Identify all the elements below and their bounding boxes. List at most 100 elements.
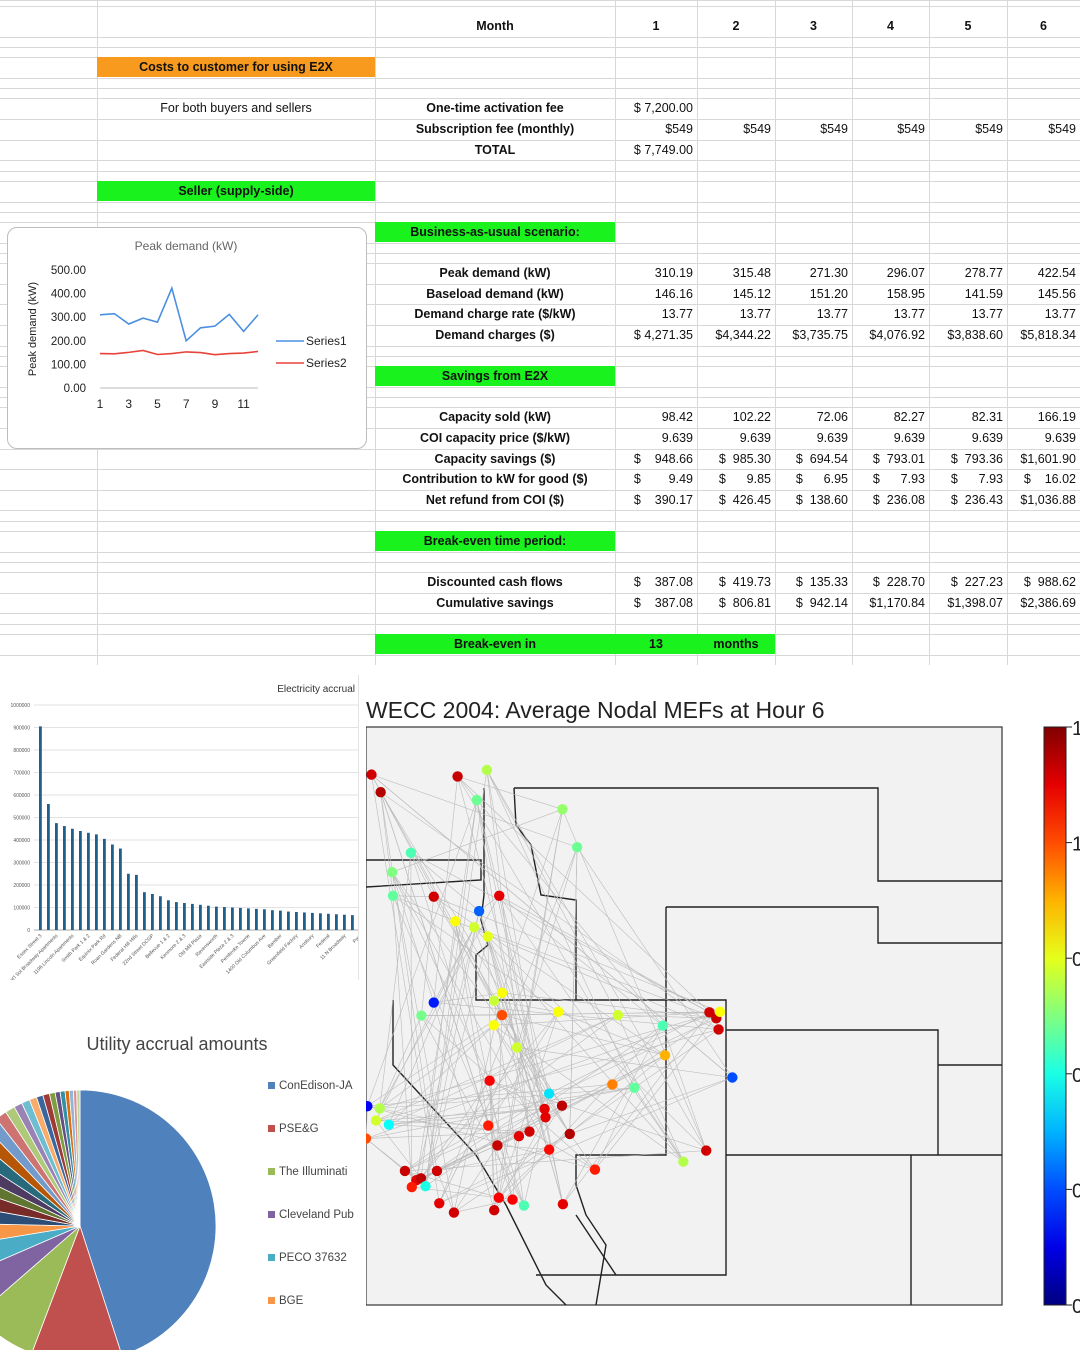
pie-slice	[0, 1225, 81, 1297]
node-point	[496, 987, 508, 999]
node-point	[468, 922, 480, 933]
node-point	[488, 1020, 499, 1031]
bar	[183, 903, 186, 930]
node-point	[366, 1100, 373, 1112]
bau-title-fill	[375, 222, 615, 242]
transmission-link	[375, 1120, 422, 1179]
transmission-link	[518, 1093, 550, 1137]
node-point	[659, 1050, 671, 1061]
transmission-link	[392, 895, 413, 1188]
value-cell: 145.56	[1037, 287, 1076, 301]
seller-title-fill	[97, 181, 375, 201]
month-col-header: 2	[732, 19, 740, 33]
transmission-link	[391, 872, 550, 1150]
legend-label: Cleveland Pub	[279, 1209, 354, 1221]
node-point	[489, 1205, 500, 1216]
transmission-link	[576, 847, 733, 1078]
value-cell: 13.77	[661, 307, 693, 321]
y-tick-label: 600000	[13, 793, 30, 799]
gridline-h	[0, 212, 1080, 213]
state-border	[513, 787, 577, 1000]
gridline-h	[0, 387, 1080, 388]
legend-swatch	[268, 1211, 275, 1218]
x-tick-label: Park	[352, 933, 358, 945]
series-line-Series1	[99, 285, 259, 343]
value-cell: $ 6.95	[795, 472, 848, 486]
transmission-link	[594, 1011, 721, 1170]
gridline-v	[697, 0, 698, 665]
gridline-h	[0, 181, 1080, 182]
value-cell: $4,344.22	[715, 328, 771, 342]
value-cell: 296.07	[886, 266, 925, 280]
value-cell: 13.77	[1044, 307, 1076, 321]
node-point	[431, 1165, 443, 1177]
node-point	[713, 1024, 724, 1035]
buyers-sellers-note: For both buyers and sellers	[160, 101, 312, 115]
month-col-header: 1	[652, 19, 660, 33]
gridline-h	[0, 0, 1080, 1]
y-tick-label: 400000	[13, 838, 30, 844]
month-col-header: 6	[1040, 19, 1047, 33]
legend-label: Series2	[306, 356, 347, 370]
transmission-link	[375, 1029, 719, 1121]
node-point	[405, 847, 417, 858]
value-cell: $ 793.01	[872, 452, 925, 466]
node-point	[556, 1100, 568, 1111]
y-tick-label: 700000	[13, 771, 30, 777]
node-point	[452, 771, 463, 782]
transmission-link	[501, 1011, 720, 1016]
gridline-h	[0, 428, 1080, 429]
row-label: Demand charge rate ($/kW)	[414, 307, 576, 321]
transmission-link	[433, 1002, 719, 1030]
node-point	[375, 786, 386, 798]
transmission-link	[493, 1000, 525, 1206]
transmission-link	[379, 1025, 494, 1109]
bar	[63, 826, 66, 930]
x-tick-label: 7	[183, 397, 190, 411]
node-point	[481, 764, 493, 776]
value-cell: $549	[1048, 122, 1076, 136]
node-point	[386, 866, 398, 878]
transmission-link	[569, 1077, 733, 1135]
value-cell: 9.639	[893, 431, 925, 445]
gridline-h	[0, 284, 1080, 285]
transmission-link	[379, 852, 412, 1109]
transmission-link	[486, 769, 545, 1109]
colorbar-tick-label: 1	[1072, 718, 1080, 740]
row-label: Capacity sold (kW)	[439, 410, 551, 424]
node-point	[492, 1140, 503, 1151]
utility-accrual-chart: Utility accrual amounts ConEdison-JA PSE&G…	[0, 1020, 358, 1350]
y-tick-label: 400.00	[51, 289, 86, 301]
transmission-link	[371, 774, 578, 848]
transmission-link	[425, 910, 480, 1187]
transmission-link	[498, 1011, 559, 1198]
colorbar	[1043, 726, 1067, 1306]
transmission-link	[473, 927, 546, 1118]
value-cell: $ 228.70	[872, 575, 925, 589]
node-point	[489, 995, 500, 1006]
node-point	[678, 1156, 689, 1167]
value-cell: $ 387.08	[633, 575, 693, 589]
node-point	[553, 1006, 564, 1018]
transmission-link	[489, 1080, 545, 1110]
value-cell: 158.95	[886, 287, 925, 301]
transmission-link	[388, 1014, 618, 1125]
y-tick-label: 200000	[13, 883, 30, 889]
row-label: Baseload demand (kW)	[426, 287, 564, 301]
y-tick-label: 500000	[13, 816, 30, 822]
transmission-link	[457, 776, 717, 1019]
chart-title: Electricity accrual	[277, 684, 355, 695]
gridline-h	[0, 119, 1080, 120]
transmission-link	[473, 927, 684, 1162]
bar	[303, 912, 306, 930]
value-cell	[1007, 140, 1076, 160]
transmission-link	[421, 1015, 525, 1206]
value-cell: 13.77	[816, 307, 848, 321]
transmission-link	[393, 895, 434, 898]
x-tick-label: 11	[237, 397, 250, 411]
transmission-link	[421, 896, 435, 1016]
transmission-link	[404, 1108, 545, 1172]
value-cell: $ 426.45	[718, 493, 771, 507]
gridline-h	[0, 469, 1080, 470]
bar	[175, 902, 178, 930]
